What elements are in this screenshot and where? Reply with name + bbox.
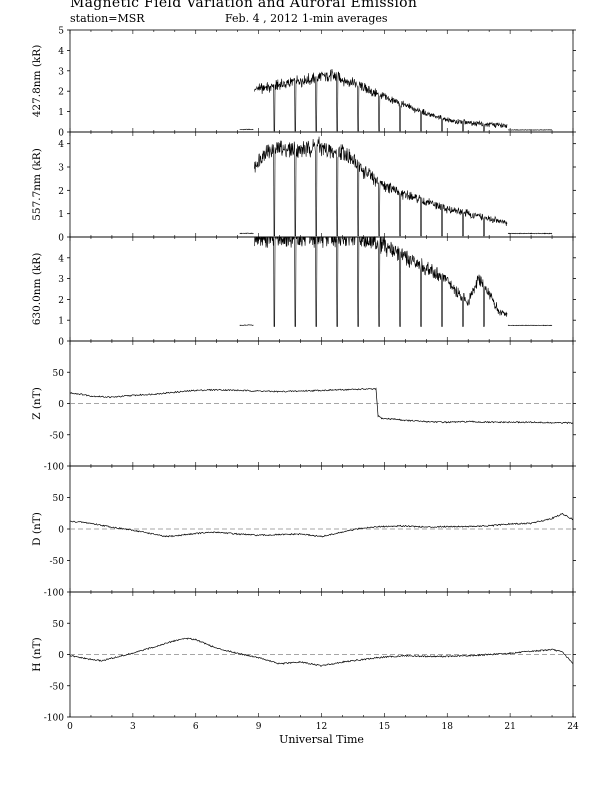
- panel-frame: [69, 29, 574, 133]
- y-tick-label: 2: [58, 296, 64, 306]
- y-tick-label: 4: [58, 140, 64, 150]
- y-tick-label: 50: [53, 369, 65, 379]
- y-tick-label: 1: [58, 317, 64, 327]
- panel-5577: 0 1 2 3 4 557.7nm (kR): [31, 131, 576, 244]
- panel-d: -100 -50 0 50 D (nT): [31, 465, 576, 599]
- y-tick-label: 0: [58, 651, 64, 661]
- x-axis-label: Universal Time: [279, 733, 364, 746]
- x-tick-label: 15: [379, 722, 391, 732]
- y-tick-label: 2: [58, 187, 64, 197]
- series-line: [69, 637, 574, 667]
- panel-h: -100 -50 0 50 H (nT) 0 3 6 9 12 15 18 21 24 Universal …: [31, 591, 579, 746]
- y-tick-label: 5: [58, 27, 64, 37]
- x-tick-label: 0: [67, 722, 73, 732]
- y-tick-label: 3: [58, 164, 64, 174]
- y-tick-label: 0: [58, 338, 64, 348]
- series-line-segment: [239, 232, 254, 235]
- y-axis-label: 630.0nm (kR): [31, 253, 43, 326]
- x-tick-label: 12: [316, 722, 327, 732]
- y-tick-label: -100: [44, 589, 64, 599]
- y-tick-label: 3: [58, 67, 64, 77]
- panel-frame: [69, 236, 574, 342]
- y-axis-label: H (nT): [31, 637, 43, 671]
- y-tick-label: -100: [44, 463, 64, 473]
- x-tick-label: 9: [256, 722, 262, 732]
- y-axis-label: 427.8nm (kR): [31, 45, 43, 118]
- station-label: station=MSR: [70, 12, 145, 25]
- y-tick-label: -100: [44, 714, 64, 724]
- y-tick-label: 0: [58, 234, 64, 244]
- y-tick-label: 0: [58, 526, 64, 536]
- x-tick-label: 3: [130, 722, 136, 732]
- y-tick-label: -50: [50, 557, 65, 567]
- y-tick-label: 4: [58, 47, 64, 57]
- y-tick-label: 2: [58, 88, 64, 98]
- x-tick-label: 21: [504, 722, 515, 732]
- figure-title: Magnetic Field Variation and Auroral Emi…: [70, 0, 418, 11]
- series-line-segment: [507, 129, 553, 131]
- series-line-segment: [239, 324, 254, 327]
- y-tick-label: 3: [58, 275, 64, 285]
- series-line-segment: [507, 324, 553, 327]
- series-line-segment: [254, 69, 508, 132]
- series-line-segment: [254, 136, 508, 237]
- y-tick-label: 0: [58, 129, 64, 139]
- y-tick-label: 0: [58, 400, 64, 410]
- panel-6300: 0 1 2 3 4 630.0nm (kR): [31, 235, 576, 348]
- series-line: [69, 512, 574, 538]
- series-line-segment: [507, 232, 553, 235]
- x-tick-label: 18: [442, 722, 454, 732]
- y-tick-label: 50: [53, 620, 65, 630]
- y-axis-label: Z (nT): [31, 387, 43, 420]
- x-tick-label: 24: [567, 722, 579, 732]
- series-line-segment: [254, 235, 508, 327]
- date-label: Feb. 4 , 2012: [225, 12, 299, 25]
- series-line-segment: [239, 128, 254, 131]
- panel-4278: 0 1 2 3 4 5 427.8nm (kR): [31, 27, 576, 139]
- panel-z: -100 -50 0 50 Z (nT): [31, 340, 576, 473]
- y-tick-label: 50: [53, 494, 65, 504]
- averaging-label: 1-min averages: [302, 12, 388, 25]
- series-line: [69, 387, 574, 425]
- y-axis-label: D (nT): [31, 512, 43, 546]
- y-tick-label: 1: [58, 108, 64, 118]
- y-tick-label: 4: [58, 254, 64, 264]
- y-tick-label: -50: [50, 682, 65, 692]
- y-tick-label: -50: [50, 431, 65, 441]
- x-tick-label: 6: [193, 722, 199, 732]
- y-axis-label: 557.7nm (kR): [31, 148, 43, 221]
- y-tick-label: 1: [58, 210, 64, 220]
